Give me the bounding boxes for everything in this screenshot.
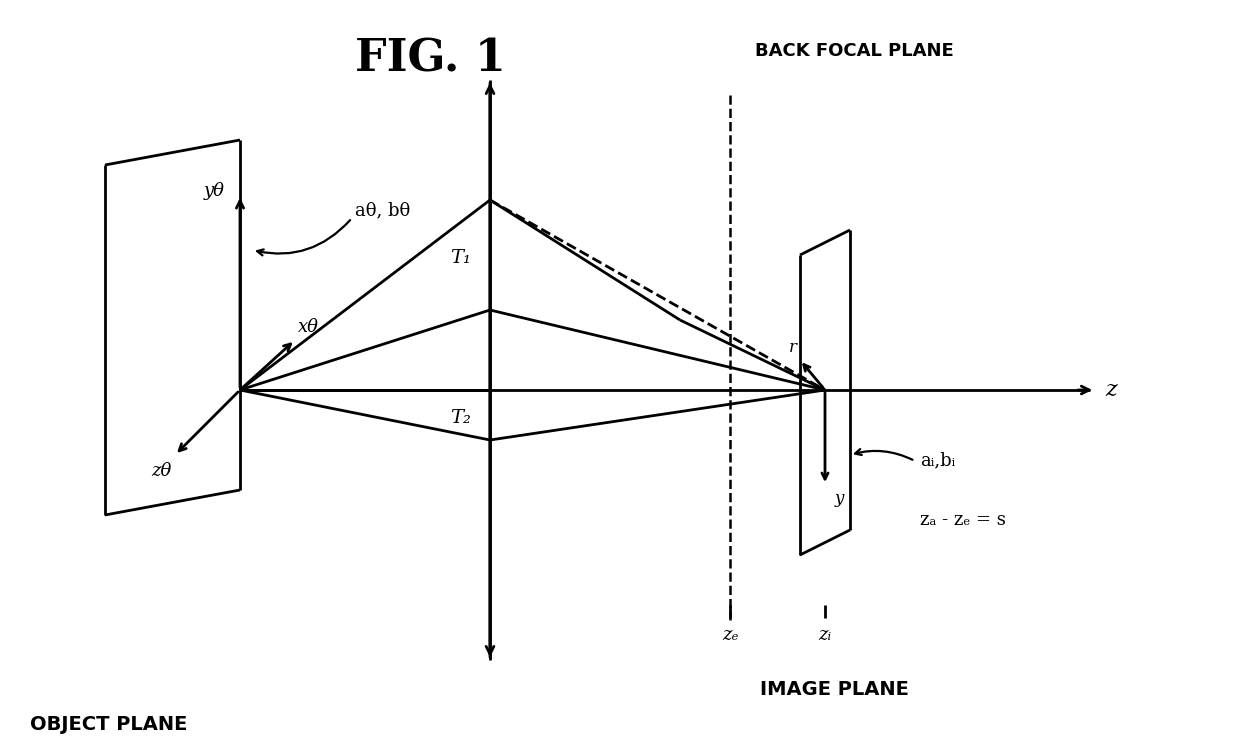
Text: T₁: T₁ (450, 249, 471, 267)
Text: zₑ: zₑ (722, 626, 738, 644)
Text: aᵢ,bᵢ: aᵢ,bᵢ (920, 451, 955, 469)
Text: BACK FOCAL PLANE: BACK FOCAL PLANE (755, 42, 954, 60)
Text: T₂: T₂ (450, 409, 471, 427)
Text: zθ: zθ (151, 462, 172, 480)
Text: z: z (1105, 379, 1117, 401)
Text: xθ: xθ (298, 318, 319, 336)
Text: OBJECT PLANE: OBJECT PLANE (30, 715, 187, 734)
Text: y: y (835, 490, 844, 507)
Text: zᵢ: zᵢ (818, 626, 832, 644)
Text: IMAGE PLANE: IMAGE PLANE (760, 680, 909, 699)
Text: aθ, bθ: aθ, bθ (355, 201, 410, 219)
Text: zₐ - zₑ = s: zₐ - zₑ = s (920, 511, 1006, 529)
Text: FIG. 1: FIG. 1 (355, 38, 506, 81)
Text: yθ: yθ (205, 182, 224, 200)
Text: r: r (789, 339, 797, 356)
